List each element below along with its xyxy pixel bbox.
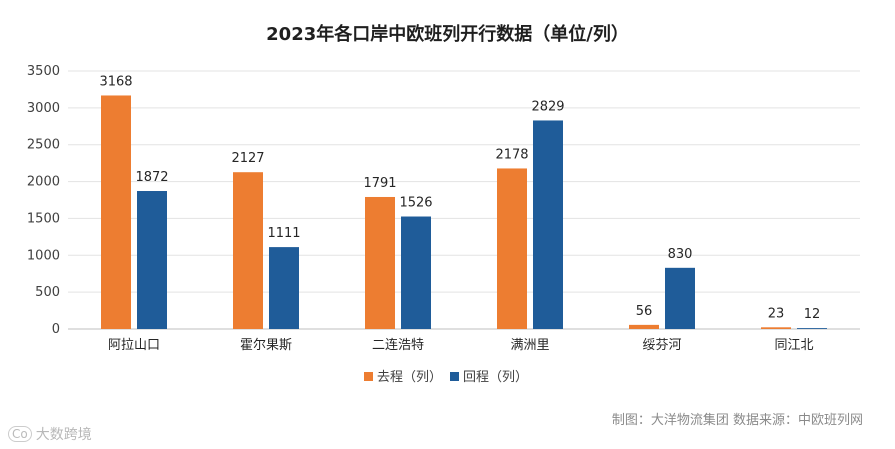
bar-outbound: [761, 327, 791, 329]
legend-label: 回程（列）: [463, 370, 528, 385]
bar-return: [137, 191, 167, 329]
data-label: 56: [636, 304, 653, 319]
bar-outbound: [101, 95, 131, 329]
y-tick-label: 3000: [27, 101, 60, 116]
data-label: 2127: [231, 151, 264, 166]
bar-outbound: [233, 172, 263, 329]
legend-swatch-return: [450, 372, 459, 381]
bar-return: [797, 328, 827, 329]
watermark: Co 大数跨境: [8, 424, 92, 444]
bar-outbound: [365, 196, 395, 329]
watermark-text: 大数跨境: [35, 427, 92, 443]
data-label: 3168: [99, 74, 132, 89]
watermark-logo-icon: Co: [8, 426, 32, 442]
data-label: 2178: [495, 147, 528, 162]
data-label: 1526: [399, 196, 432, 211]
x-tick-label: 霍尔果斯: [240, 338, 292, 353]
y-tick-label: 0: [52, 322, 60, 337]
data-label: 12: [804, 307, 821, 322]
y-tick-label: 500: [35, 285, 60, 300]
bar-outbound: [629, 324, 659, 329]
data-label: 830: [668, 247, 693, 262]
data-label: 1872: [135, 170, 168, 185]
y-tick-label: 2500: [27, 138, 60, 153]
bar-return: [269, 247, 299, 329]
y-tick-label: 1000: [27, 248, 60, 263]
data-label: 1111: [267, 226, 300, 241]
y-tick-label: 3500: [27, 64, 60, 79]
data-label: 1791: [363, 176, 396, 191]
bar-outbound: [497, 168, 527, 329]
x-tick-label: 绥芬河: [642, 338, 681, 353]
x-tick-label: 阿拉山口: [108, 338, 160, 353]
x-tick-label: 同江北: [774, 338, 813, 353]
bar-return: [533, 120, 563, 330]
y-tick-label: 1500: [27, 211, 60, 226]
data-label: 2829: [531, 99, 564, 114]
data-label: 23: [768, 306, 785, 321]
x-tick-label: 满洲里: [510, 338, 549, 353]
legend-label: 去程（列）: [377, 370, 442, 385]
legend-swatch-outbound: [364, 372, 373, 381]
y-tick-label: 2000: [27, 175, 60, 190]
source-note: 制图：大洋物流集团 数据来源：中欧班列网: [611, 413, 863, 428]
bar-return: [665, 267, 695, 329]
bar-return: [401, 216, 431, 329]
x-tick-label: 二连浩特: [372, 337, 424, 353]
chart-title: 2023年各口岸中欧班列开行数据（单位/列）: [266, 24, 629, 45]
